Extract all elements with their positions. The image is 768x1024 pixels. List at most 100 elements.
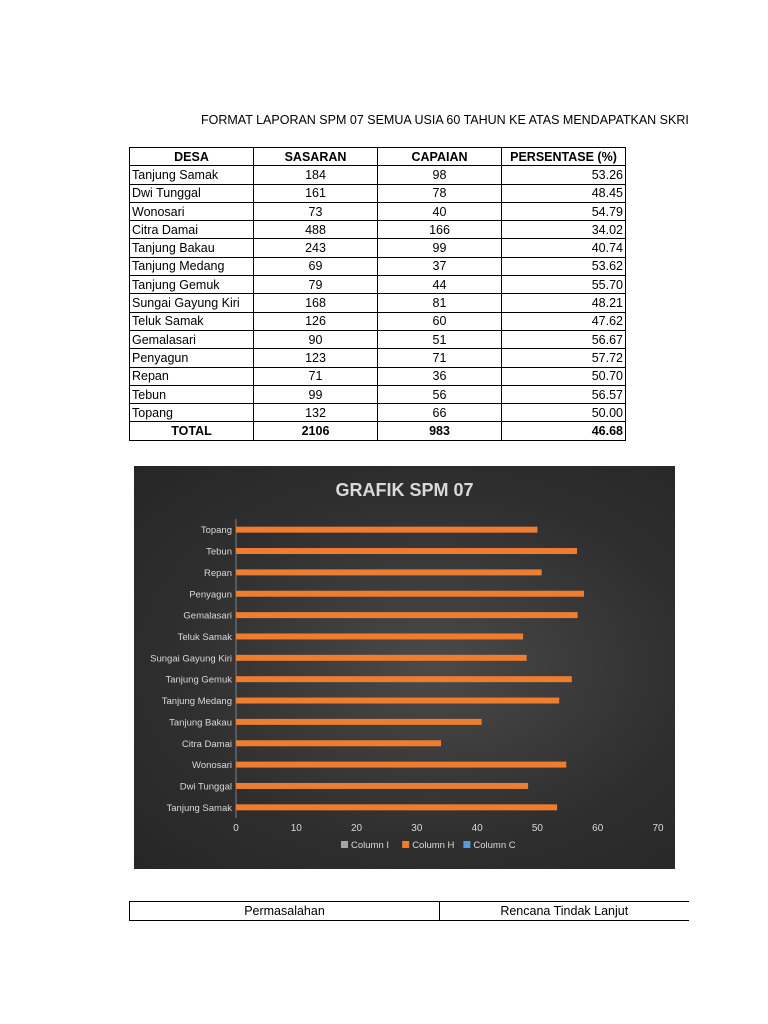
category-label: Penyagun bbox=[189, 589, 232, 600]
cell-desa: Sungai Gayung Kiri bbox=[129, 293, 254, 313]
bar bbox=[236, 804, 558, 811]
cell-sasaran: 90 bbox=[253, 329, 378, 350]
x-tick-label: 10 bbox=[291, 823, 303, 834]
cell-persentase: 46.68 bbox=[501, 421, 626, 441]
cell-capaian: 51 bbox=[377, 329, 502, 350]
cell-sasaran: 2106 bbox=[253, 421, 378, 441]
cell-capaian: 983 bbox=[377, 421, 502, 441]
x-tick-label: 50 bbox=[532, 823, 544, 834]
cell-persentase: 56.67 bbox=[501, 329, 626, 350]
x-tick-label: 40 bbox=[472, 823, 484, 834]
cell-persentase: 50.70 bbox=[501, 366, 626, 386]
bar bbox=[236, 676, 572, 683]
legend-label: Column C bbox=[473, 840, 515, 851]
header-capaian: CAPAIAN bbox=[377, 146, 502, 167]
category-label: Topang bbox=[201, 525, 232, 536]
table-header-row: DESA SASARAN CAPAIAN PERSENTASE (%) bbox=[129, 146, 626, 167]
cell-desa: Citra Damai bbox=[129, 220, 254, 240]
footer-header-rencana: Rencana Tindak Lanjut bbox=[439, 901, 689, 921]
cell-capaian: 78 bbox=[377, 183, 502, 203]
table-row: Gemalasari 90 51 56.67 bbox=[129, 329, 626, 350]
cell-sasaran: 243 bbox=[253, 238, 378, 258]
bar bbox=[236, 569, 542, 576]
category-label: Tanjung Gemuk bbox=[165, 675, 232, 686]
table-row: Tanjung Gemuk 79 44 55.70 bbox=[129, 275, 626, 295]
cell-persentase: 48.21 bbox=[501, 293, 626, 313]
category-label: Sungai Gayung Kiri bbox=[150, 653, 232, 664]
cell-capaian: 44 bbox=[377, 275, 502, 295]
cell-sasaran: 69 bbox=[253, 256, 378, 277]
bar bbox=[236, 654, 527, 661]
cell-capaian: 60 bbox=[377, 311, 502, 331]
header-persentase: PERSENTASE (%) bbox=[501, 146, 626, 167]
cell-persentase: 54.79 bbox=[501, 201, 626, 222]
table-row: Topang 132 66 50.00 bbox=[129, 403, 626, 423]
cell-persentase: 57.72 bbox=[501, 348, 626, 368]
chart-container: GRAFIK SPM 07 Tanjung Samak Dwi Tunggal Won… bbox=[134, 466, 675, 869]
cell-sasaran: 73 bbox=[253, 201, 378, 222]
bar bbox=[236, 740, 442, 747]
cell-desa: Repan bbox=[129, 366, 254, 386]
cell-persentase: 53.26 bbox=[501, 165, 626, 185]
table-row: Tanjung Bakau 243 99 40.74 bbox=[129, 238, 626, 258]
category-label: Dwi Tunggal bbox=[180, 781, 232, 792]
cell-capaian: 36 bbox=[377, 366, 502, 386]
category-label: Tanjung Samak bbox=[167, 803, 233, 814]
cell-capaian: 56 bbox=[377, 384, 502, 405]
page-title: FORMAT LAPORAN SPM 07 SEMUA USIA 60 TAHU… bbox=[201, 113, 688, 127]
cell-desa: Tanjung Samak bbox=[129, 165, 254, 185]
bar bbox=[236, 633, 524, 640]
table-row: Teluk Samak 126 60 47.62 bbox=[129, 311, 626, 331]
cell-desa: Teluk Samak bbox=[129, 311, 254, 331]
legend-swatch bbox=[463, 841, 471, 848]
data-table: DESA SASARAN CAPAIAN PERSENTASE (%) Tanj… bbox=[129, 146, 626, 441]
category-label: Wonosari bbox=[192, 760, 232, 771]
cell-desa: Tanjung Bakau bbox=[129, 238, 254, 258]
cell-sasaran: 126 bbox=[253, 311, 378, 331]
cell-capaian: 81 bbox=[377, 293, 502, 313]
table-row: Sungai Gayung Kiri 168 81 48.21 bbox=[129, 293, 626, 313]
bar bbox=[236, 590, 584, 597]
table-row: Repan 71 36 50.70 bbox=[129, 366, 626, 386]
category-label: Tanjung Bakau bbox=[169, 717, 232, 728]
cell-capaian: 99 bbox=[377, 238, 502, 258]
cell-persentase: 48.45 bbox=[501, 183, 626, 203]
cell-persentase: 40.74 bbox=[501, 238, 626, 258]
header-desa: DESA bbox=[129, 146, 254, 167]
legend-label: Column I bbox=[351, 840, 389, 851]
category-label: Tanjung Medang bbox=[162, 696, 232, 707]
category-label: Citra Damai bbox=[182, 739, 232, 750]
cell-capaian: 98 bbox=[377, 165, 502, 185]
cell-desa: Dwi Tunggal bbox=[129, 183, 254, 203]
bar bbox=[236, 548, 578, 555]
bar bbox=[236, 526, 538, 533]
category-label: Tebun bbox=[206, 547, 232, 558]
cell-sasaran: 184 bbox=[253, 165, 378, 185]
cell-sasaran: 132 bbox=[253, 403, 378, 423]
category-label: Repan bbox=[204, 568, 232, 579]
cell-sasaran: 99 bbox=[253, 384, 378, 405]
header-sasaran: SASARAN bbox=[253, 146, 378, 167]
cell-desa: Tebun bbox=[129, 384, 254, 405]
legend-swatch bbox=[402, 841, 410, 848]
cell-desa: Tanjung Medang bbox=[129, 256, 254, 277]
chart-title: GRAFIK SPM 07 bbox=[335, 480, 473, 500]
x-tick-label: 70 bbox=[652, 823, 664, 834]
footer-table: Permasalahan Rencana Tindak Lanjut bbox=[129, 901, 689, 921]
table-row: Tebun 99 56 56.57 bbox=[129, 384, 626, 405]
bar bbox=[236, 782, 529, 789]
category-label: Teluk Samak bbox=[178, 632, 233, 643]
bar bbox=[236, 697, 560, 704]
x-tick-label: 0 bbox=[233, 823, 239, 834]
table-row: Tanjung Medang 69 37 53.62 bbox=[129, 256, 626, 277]
table-row: Wonosari 73 40 54.79 bbox=[129, 201, 626, 222]
cell-desa: Tanjung Gemuk bbox=[129, 275, 254, 295]
bar bbox=[236, 761, 567, 768]
x-tick-label: 30 bbox=[411, 823, 423, 834]
cell-capaian: 40 bbox=[377, 201, 502, 222]
cell-sasaran: 123 bbox=[253, 348, 378, 368]
cell-capaian: 66 bbox=[377, 403, 502, 423]
cell-desa: Topang bbox=[129, 403, 254, 423]
footer-header-permasalahan: Permasalahan bbox=[129, 901, 440, 921]
cell-sasaran: 161 bbox=[253, 183, 378, 203]
